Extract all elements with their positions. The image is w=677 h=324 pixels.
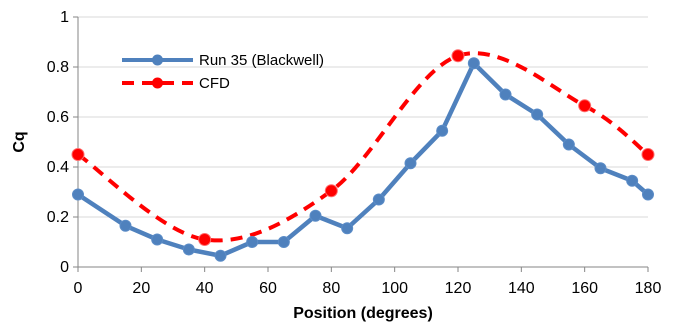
data-point [309, 209, 322, 222]
data-point [562, 138, 575, 151]
data-point [626, 174, 639, 187]
data-point [341, 222, 354, 235]
data-point [277, 236, 290, 248]
x-tick-label: 120 [445, 280, 472, 297]
y-tick-label: 1 [60, 9, 69, 26]
x-tick-label: 0 [74, 280, 83, 297]
data-point [71, 148, 85, 161]
y-tick-label: 0.6 [47, 109, 69, 126]
data-point [451, 49, 465, 63]
y-tick-label: 0.8 [47, 59, 69, 76]
data-point [404, 157, 417, 170]
x-tick-label: 160 [571, 280, 598, 297]
data-point [642, 188, 654, 201]
data-point [594, 162, 607, 175]
data-point [641, 148, 655, 161]
data-point [246, 236, 259, 248]
legend-label: Run 35 (Blackwell) [199, 52, 324, 69]
x-tick-label: 20 [132, 280, 150, 297]
data-point [578, 99, 592, 113]
x-tick-label: 80 [322, 280, 340, 297]
data-point [324, 184, 338, 198]
legend-swatch-marker [152, 54, 163, 66]
x-tick-label: 140 [508, 280, 535, 297]
x-tick-label: 40 [196, 280, 214, 297]
data-point [372, 193, 385, 206]
legend: Run 35 (Blackwell) CFD [122, 52, 324, 92]
series-0 [72, 57, 654, 262]
y-tick-label: 0.2 [47, 209, 69, 226]
x-tick-label: 60 [259, 280, 277, 297]
series-line [75, 61, 651, 258]
legend-label: CFD [199, 75, 230, 92]
data-point [182, 243, 195, 256]
y-tick-label: 0.4 [47, 159, 69, 176]
data-point [467, 57, 480, 70]
series-1 [71, 49, 655, 246]
x-tick-label: 180 [635, 280, 662, 297]
x-axis-title: Position (degrees) [293, 305, 433, 322]
series [71, 49, 655, 262]
data-point [72, 188, 84, 201]
data-point [151, 233, 164, 246]
data-point [214, 249, 227, 262]
legend-entry-0: Run 35 (Blackwell) [122, 52, 324, 69]
data-point [531, 108, 544, 121]
legend-swatch-marker [152, 77, 163, 89]
x-tick-label: 100 [381, 280, 408, 297]
gridlines [78, 16, 648, 268]
data-point [499, 88, 512, 101]
data-point [119, 219, 132, 232]
data-point [198, 233, 212, 246]
y-axis-title: Cq [11, 131, 28, 152]
y-tick-label: 0 [60, 259, 69, 276]
axes: 0 0.2 0.4 0.6 0.8 1 0 20 40 60 80 100 120 140 160 180 [47, 9, 662, 297]
legend-entry-1: CFD [122, 75, 230, 92]
data-point [436, 124, 449, 137]
